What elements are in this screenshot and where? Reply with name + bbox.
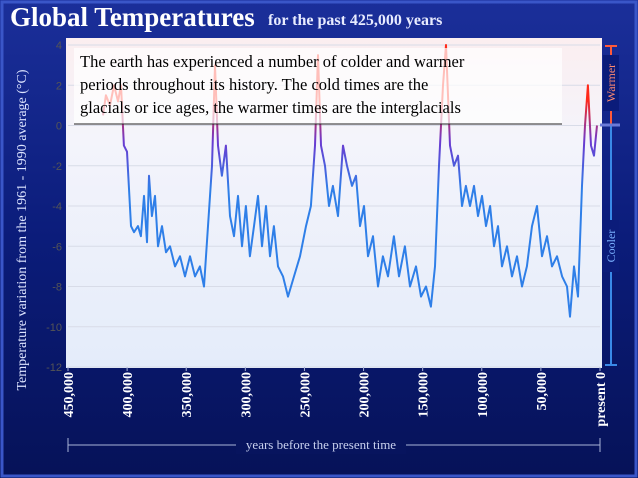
x-tick-label: 350,000 xyxy=(180,372,195,418)
chart-title: Global Temperatures xyxy=(10,2,255,32)
y-tick-label: -2 xyxy=(52,161,62,173)
y-tick-label: -8 xyxy=(52,282,62,294)
x-tick-label: 450,000 xyxy=(62,372,77,418)
cool-label-bg xyxy=(603,220,619,272)
y-tick-label: -12 xyxy=(46,362,62,374)
x-tick-label: 300,000 xyxy=(239,372,254,418)
x-tick-label: 150,000 xyxy=(417,372,432,418)
x-tick-label: 200,000 xyxy=(358,372,373,418)
annotation-line: glacials or ice ages, the warmer times a… xyxy=(80,98,461,117)
x-tick-label: present 0 xyxy=(594,372,609,427)
x-label-bg xyxy=(236,436,406,454)
y-tick-label: 0 xyxy=(56,121,62,133)
x-tick-label: 250,000 xyxy=(298,372,313,418)
y-tick-label: 2 xyxy=(56,80,62,92)
warm-label: Warmer xyxy=(604,64,618,102)
x-tick-label: 400,000 xyxy=(121,372,136,418)
warm-label-bg xyxy=(603,55,619,111)
annotation-line: The earth has experienced a number of co… xyxy=(80,52,465,71)
y-tick-label: -6 xyxy=(52,241,62,253)
y-tick-label: -10 xyxy=(46,322,62,334)
cool-label: Cooler xyxy=(604,230,618,263)
x-tick-label: 100,000 xyxy=(476,372,491,418)
temperature-line xyxy=(102,44,598,318)
annotation-box xyxy=(74,48,562,124)
x-tick-label: 50,000 xyxy=(535,372,550,411)
annotation-line: periods throughout its history. The cold… xyxy=(80,75,428,94)
y-tick-label: 4 xyxy=(56,40,62,52)
x-axis-label: years before the present time xyxy=(246,437,396,452)
y-tick-label: -4 xyxy=(52,201,62,213)
chart-subtitle: for the past 425,000 years xyxy=(268,12,442,29)
y-axis-label: Temperature variation from the 1961 - 19… xyxy=(15,69,30,390)
